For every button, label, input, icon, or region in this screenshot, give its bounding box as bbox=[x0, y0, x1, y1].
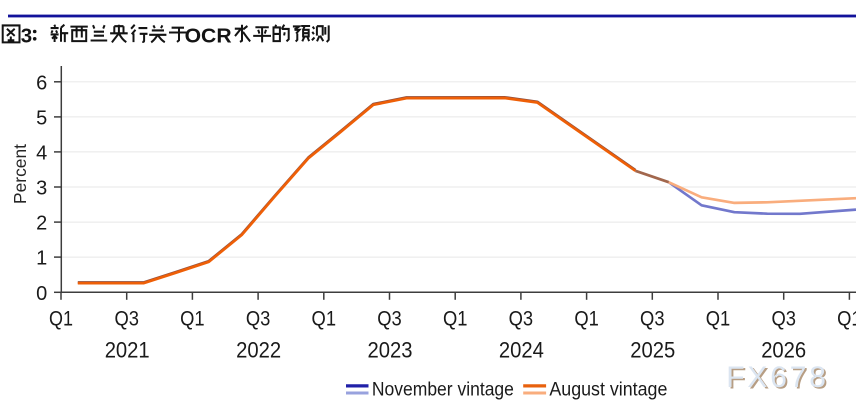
svg-text:August vintage: August vintage bbox=[549, 378, 667, 400]
svg-text:Q1: Q1 bbox=[837, 307, 856, 331]
svg-text:Q1: Q1 bbox=[706, 307, 731, 331]
svg-text:2026: 2026 bbox=[761, 337, 806, 362]
svg-text:Q3: Q3 bbox=[377, 307, 402, 331]
svg-text:Q1: Q1 bbox=[312, 307, 337, 331]
svg-text:2: 2 bbox=[36, 213, 47, 235]
svg-text:2022: 2022 bbox=[236, 337, 281, 362]
svg-text:2024: 2024 bbox=[499, 337, 544, 362]
svg-text:0: 0 bbox=[36, 283, 47, 305]
svg-text:Q1: Q1 bbox=[49, 307, 73, 331]
svg-text:1: 1 bbox=[36, 248, 47, 270]
svg-text:5: 5 bbox=[36, 107, 47, 129]
svg-text:FX678: FX678 bbox=[726, 361, 828, 394]
svg-text:Q3: Q3 bbox=[509, 307, 534, 331]
svg-text:3: 3 bbox=[21, 25, 32, 48]
svg-text:2025: 2025 bbox=[630, 337, 675, 362]
svg-text:6: 6 bbox=[36, 72, 47, 94]
svg-text:OCR: OCR bbox=[185, 25, 232, 48]
svg-text:FX678: FX678 bbox=[728, 362, 830, 395]
svg-text:3: 3 bbox=[36, 178, 47, 200]
svg-text:2021: 2021 bbox=[105, 337, 150, 362]
svg-text:Q3: Q3 bbox=[640, 307, 665, 331]
svg-text:Percent: Percent bbox=[10, 144, 30, 204]
svg-text:Q1: Q1 bbox=[443, 307, 468, 331]
svg-text:4: 4 bbox=[36, 142, 47, 164]
svg-text:Q3: Q3 bbox=[771, 307, 796, 331]
svg-text:November vintage: November vintage bbox=[372, 378, 514, 400]
svg-text:Q3: Q3 bbox=[246, 307, 271, 331]
svg-text:Q1: Q1 bbox=[180, 307, 205, 331]
svg-text:Q1: Q1 bbox=[574, 307, 599, 331]
svg-text:2023: 2023 bbox=[368, 337, 413, 362]
svg-text:Q3: Q3 bbox=[114, 307, 139, 331]
